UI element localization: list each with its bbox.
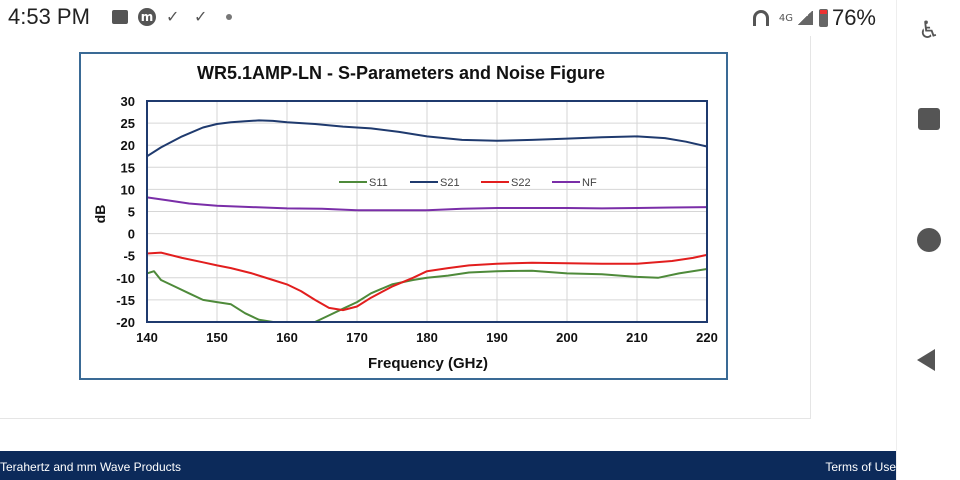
y-axis-label: dB	[92, 205, 108, 224]
y-tick-label: -5	[123, 249, 135, 264]
x-tick-label: 170	[346, 330, 368, 345]
terms-of-use-link[interactable]: Terms of Use	[825, 460, 896, 474]
y-tick-label: 15	[121, 160, 135, 175]
network-type: 4G	[778, 12, 793, 24]
battery-percent: 76%	[831, 5, 876, 30]
y-tick-label: 30	[121, 94, 135, 109]
footer: Terahertz and mm Wave Products Terms of …	[0, 451, 896, 480]
legend-label-s11: S11	[369, 177, 388, 189]
x-tick-label: 190	[486, 330, 508, 345]
y-tick-label: 5	[128, 205, 135, 220]
legend-label-s21: S21	[440, 177, 460, 189]
plot-border	[146, 100, 708, 323]
circle-icon[interactable]	[917, 228, 941, 252]
x-tick-label: 200	[556, 330, 578, 345]
x-tick-label: 150	[206, 330, 228, 345]
back-icon[interactable]	[917, 349, 935, 371]
y-tick-label: -15	[116, 293, 135, 308]
gallery-icon	[112, 10, 128, 24]
x-tick-label: 220	[696, 330, 718, 345]
x-tick-label: 210	[626, 330, 648, 345]
y-tick-label: 25	[121, 116, 135, 131]
footer-left-link[interactable]: Terahertz and mm Wave Products	[0, 460, 181, 474]
y-tick-label: 0	[128, 227, 135, 242]
system-status: 4G 76%	[752, 4, 876, 32]
notification-icons: m ✓ ✓	[112, 8, 242, 26]
y-tick-label: 20	[121, 138, 135, 153]
legend-label-nf: NF	[582, 177, 597, 189]
y-tick-label: 10	[121, 182, 135, 197]
check-icon: ✓	[194, 7, 208, 26]
status-bar: 4:53 PM m ✓ ✓ 4G 76%	[0, 0, 896, 36]
dot-icon	[226, 14, 232, 20]
accessibility-icon[interactable]: ♿	[918, 16, 940, 44]
battery-icon	[818, 9, 828, 27]
x-tick-label: 140	[136, 330, 158, 345]
plot-area: 140 150 160 170 180 190 200 210 220 30 25 20 15 10 5 0 -…	[116, 94, 718, 345]
series-line-s21	[147, 119, 707, 158]
series-line-s11	[147, 268, 707, 322]
chart: WR5.1AMP-LN - S-Parameters and Noise Fig…	[92, 63, 718, 372]
y-tick-label: -20	[116, 315, 135, 330]
m-app-icon: m	[138, 8, 156, 26]
check-icon: ✓	[166, 7, 180, 26]
headset-icon	[752, 10, 769, 26]
x-tick-label: 160	[276, 330, 298, 345]
chart-frame: WR5.1AMP-LN - S-Parameters and Noise Fig…	[79, 52, 728, 380]
x-axis-label: Frequency (GHz)	[368, 355, 488, 372]
square-icon[interactable]	[918, 108, 940, 130]
y-tick-label: -10	[116, 271, 135, 286]
signal-icon	[796, 11, 813, 25]
x-tick-label: 180	[416, 330, 438, 345]
clock-time: 4:53 PM	[8, 4, 90, 29]
series-line-nf	[147, 196, 707, 212]
series-line-s22	[147, 251, 707, 312]
legend-label-s22: S22	[511, 177, 531, 189]
content-card	[0, 36, 811, 419]
chart-title: WR5.1AMP-LN - S-Parameters and Noise Fig…	[197, 63, 605, 83]
navigation-bar: ♿	[896, 0, 960, 480]
